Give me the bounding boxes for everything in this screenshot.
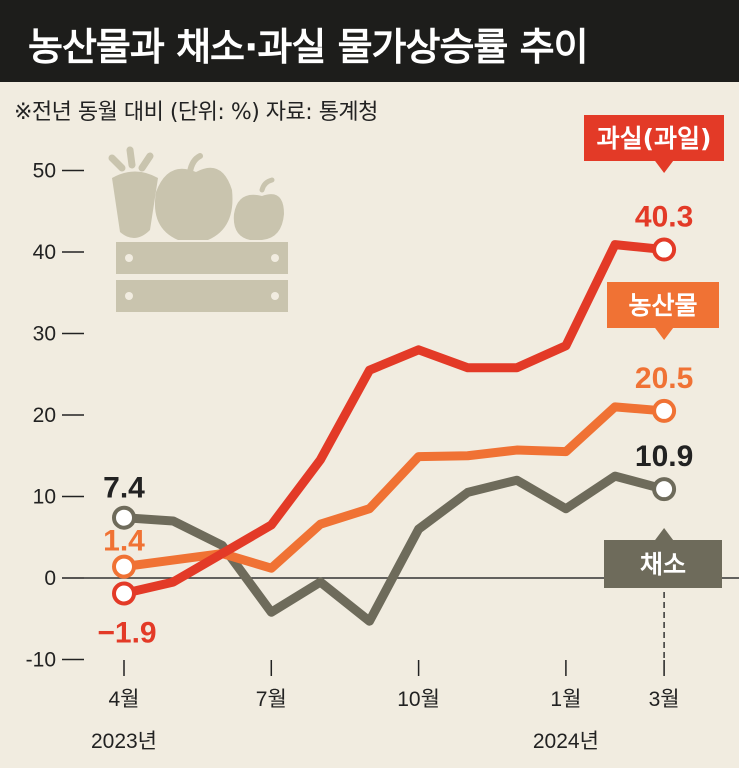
badge-box-fruit [584, 115, 724, 161]
badge-pointer-agri [655, 328, 674, 340]
series-lines [112, 237, 677, 626]
y-tick-label: 50 [33, 160, 56, 183]
y-tick-label: 0 [44, 567, 56, 590]
series-line-agri [119, 402, 669, 573]
carrot-icon [108, 146, 158, 239]
small-apple-icon [233, 177, 284, 240]
subtitle: ※전년 동월 대비 (단위: %) 자료: 통계청 [14, 100, 378, 125]
badge-pointer-veg [655, 528, 674, 540]
veg-end-value: 10.9 [635, 440, 693, 473]
point-marker-agri [652, 398, 677, 423]
axes: 50 40 30 20 10 0 -10 4월 2023년 7월 10월 1월 2024년 3월 [26, 160, 739, 753]
badge-veg: 채소 [604, 528, 722, 588]
fruit-start-value: −1.9 [97, 616, 156, 649]
badge-pointer-fruit [655, 161, 674, 173]
badge-label-agri: 농산물 [628, 291, 697, 320]
badge-agri: 농산물 [607, 282, 719, 340]
point-marker-veg [112, 505, 136, 530]
fruit-end-value: 40.3 [635, 201, 693, 234]
page-title: 농산물과 채소·과실 물가상승률 추이 [28, 25, 589, 69]
x-tick-label: 4월 [109, 688, 140, 711]
y-tick-label: 40 [33, 241, 56, 264]
title-bar: 농산물과 채소·과실 물가상승률 추이 [0, 0, 739, 82]
agri-start-value: 1.4 [103, 525, 145, 558]
series-line-veg [119, 471, 669, 626]
point-marker-veg [652, 477, 677, 502]
apple-icon [154, 153, 233, 240]
agri-end-value: 20.5 [635, 362, 693, 395]
badge-label-veg: 채소 [640, 550, 686, 579]
badge-box-veg [604, 540, 722, 588]
point-marker-fruit [112, 581, 136, 606]
y-tick-label: 20 [33, 404, 56, 427]
x-tick-label: 10월 [397, 688, 440, 711]
veg-start-value: 7.4 [103, 472, 145, 505]
y-tick-label: -10 [26, 649, 56, 672]
x-tick-label: 1월 [550, 688, 581, 711]
x-tick-label: 3월 [649, 688, 680, 711]
badge-fruit: 과실(과일) [584, 115, 724, 173]
series-line-fruit [119, 240, 669, 598]
point-marker-agri [112, 554, 136, 579]
x-tick-label: 7월 [256, 688, 287, 711]
y-tick-label: 30 [33, 323, 56, 346]
badge-box-agri [607, 282, 719, 328]
y-tick-label: 10 [33, 486, 56, 509]
produce-crate-icon [108, 146, 288, 312]
x-year-label: 2024년 [533, 730, 599, 753]
point-marker-fruit [652, 237, 677, 262]
badge-label-fruit: 과실(과일) [597, 124, 712, 153]
x-year-label: 2023년 [91, 730, 157, 753]
